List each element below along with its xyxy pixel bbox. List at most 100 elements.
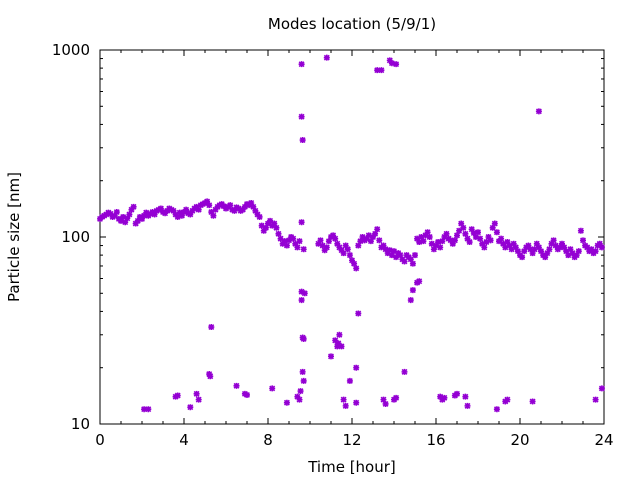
data-point [250,203,257,210]
data-point [128,206,135,213]
data-point [130,203,137,210]
data-point [170,207,177,214]
data-point [208,209,215,216]
data-point [456,227,463,234]
x-tick-label: 20 [510,431,529,449]
data-point [359,234,366,240]
data-point [407,297,414,304]
data-point [544,250,551,257]
data-point [193,203,200,210]
data-point [433,242,439,249]
data-point [336,244,343,251]
data-point [187,404,194,411]
data-point [113,209,120,216]
data-point [273,224,280,231]
data-point [336,331,343,338]
data-point [300,246,307,253]
data-point [401,368,408,375]
data-point [301,290,308,297]
data-point [409,287,416,294]
data-point [262,224,269,231]
data-point [412,252,418,259]
data-point [521,248,528,255]
data-point [458,220,465,227]
data-point [542,254,549,261]
data-point [297,388,304,395]
data-point [487,237,494,244]
data-point [281,238,288,245]
data-point [355,242,362,249]
data-point [531,246,538,253]
y-tick-label: 10 [71,415,90,433]
data-point [351,260,358,267]
data-point [416,239,423,246]
data-point [260,227,267,234]
data-point [355,310,362,317]
data-point [598,244,605,251]
data-point [420,238,427,245]
data-point [174,392,181,399]
data-point [124,215,131,222]
data-point [382,246,389,253]
data-point [298,297,305,304]
data-point [449,240,456,247]
data-point [328,353,334,360]
data-point [462,393,469,400]
x-axis: 0 4 8 12 16 20 24 [95,50,614,449]
data-point [206,371,213,378]
data-point [464,235,471,242]
data-point [454,390,460,397]
data-point [321,247,328,254]
data-point [538,248,544,255]
data-point [139,215,145,222]
data-point [204,198,211,205]
data-point [120,213,127,220]
data-point [424,229,431,236]
data-point [561,244,568,251]
data-point [460,224,467,231]
data-point [512,244,519,251]
data-point [248,199,255,206]
data-point [598,385,605,392]
data-point [317,237,324,244]
data-point [451,237,458,244]
data-point [475,229,481,236]
data-point [141,212,148,219]
data-point [466,239,473,246]
y-axis: 10 100 1000 [52,41,604,433]
data-point [380,396,387,403]
data-point [363,235,370,242]
data-point [519,254,526,261]
data-point [552,242,559,249]
y-axis-label: Particle size [nm] [5,172,23,302]
data-point [315,240,322,247]
data-point [300,335,307,342]
data-point [529,250,536,257]
data-point [477,235,484,242]
data-point [481,244,488,251]
data-point [298,113,305,120]
data-point [183,206,190,213]
data-point [265,220,271,227]
data-point [290,235,297,242]
data-point [504,396,511,403]
data-point [374,67,381,74]
data-point [464,402,471,409]
data-point [535,244,542,251]
x-tick-label: 16 [426,431,445,449]
data-point [510,240,517,247]
data-point [592,396,599,403]
data-point [299,137,306,144]
data-point [207,373,214,380]
data-point [332,235,339,242]
data-point [330,232,337,239]
data-point [577,227,584,234]
data-point [479,240,486,247]
data-point [483,239,490,246]
data-point [296,396,303,403]
data-point [422,232,429,239]
data-point [325,238,332,245]
data-point [256,213,263,220]
data-point [157,205,164,212]
